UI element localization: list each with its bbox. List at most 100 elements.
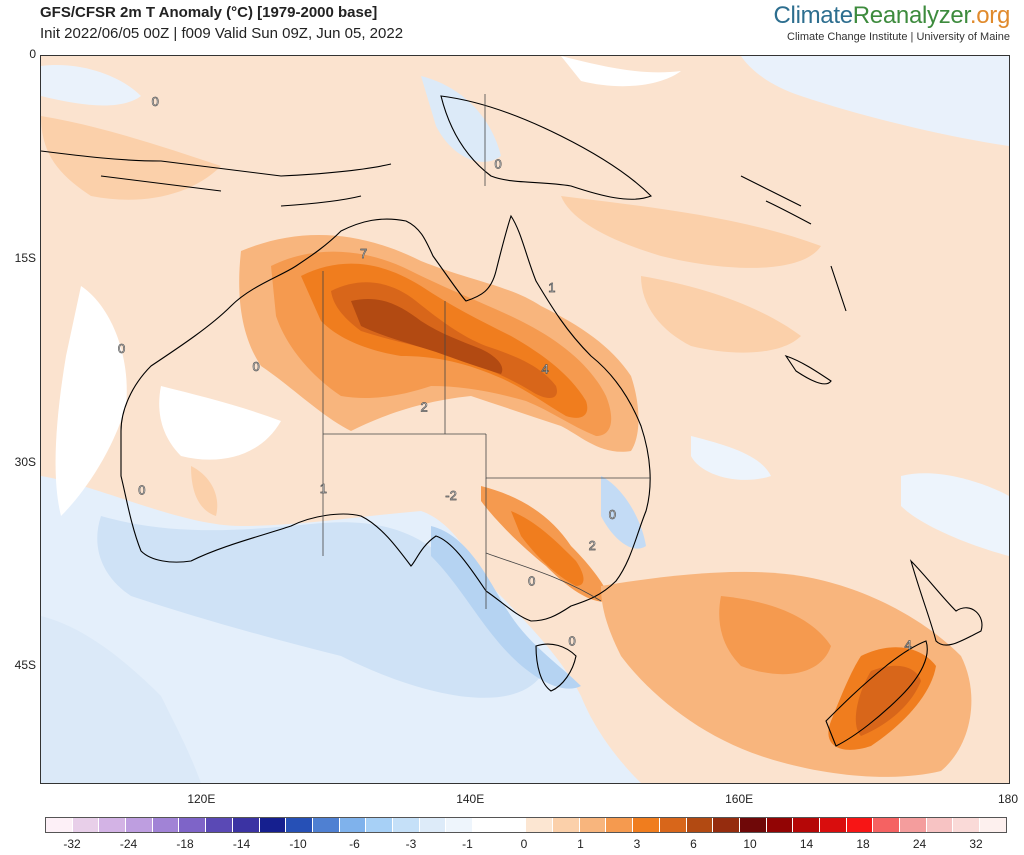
colorbar-swatch [926, 818, 954, 832]
colorbar-swatch [686, 818, 714, 832]
colorbar-swatch [72, 818, 100, 832]
brand-logo[interactable]: ClimateReanalyzer.org [774, 2, 1011, 30]
colorbar-tick-label: 10 [743, 837, 757, 851]
tasmania-coastline [535, 643, 577, 692]
colorbar-swatch [126, 818, 153, 832]
colorbar-swatch [232, 818, 260, 832]
colorbar-swatch [980, 818, 1006, 832]
contour-label: 0 [528, 574, 535, 589]
colorbar-swatch [553, 818, 580, 832]
colorbar-swatch [793, 818, 820, 832]
colorbar-swatch [846, 818, 874, 832]
colorbar-swatch [473, 818, 500, 832]
colorbar-tick-label: -32 [63, 837, 81, 851]
longitude-label: 120E [187, 792, 216, 806]
colorbar-swatch [739, 818, 767, 832]
colorbar-tick-label: 3 [633, 837, 641, 851]
colorbar-swatch [446, 818, 473, 832]
contour-label: 0 [568, 633, 575, 648]
contour-label: 2 [421, 400, 428, 415]
colorbar-swatch [419, 818, 447, 832]
contour-label: 1 [320, 481, 327, 496]
colorbar-swatch [579, 818, 607, 832]
colorbar-tick-label: -6 [349, 837, 360, 851]
contour-label: 0 [494, 156, 501, 171]
contour-label: 4 [905, 637, 912, 652]
solomon-islands-coastline [740, 175, 812, 225]
colorbar-swatch [766, 818, 794, 832]
warm-anomaly-shading [41, 116, 972, 777]
new-guinea-coastline [440, 95, 652, 200]
coastlines [41, 95, 983, 747]
new-zealand-south-coastline [825, 640, 928, 747]
longitude-label: 140E [456, 792, 485, 806]
colorbar-tick-label: -3 [405, 837, 417, 851]
colorbar-swatch [819, 818, 847, 832]
longitude-label: 180 [997, 792, 1019, 806]
brand-logo-part2: Reanalyzer [852, 2, 970, 29]
map-title: GFS/CFSR 2m T Anomaly (°C) [1979-2000 ba… [40, 4, 378, 21]
australia-coastline [120, 214, 651, 622]
colorbar-swatch [873, 818, 900, 832]
latitude-label: 45S [14, 658, 36, 673]
colorbar-tick-label: 1 [577, 837, 584, 851]
colorbar-tick-label: -18 [176, 837, 194, 851]
timor-coastline [280, 195, 362, 207]
latitude-label: 0 [29, 47, 36, 61]
vanuatu-coastline [830, 265, 847, 312]
brand-subtitle: Climate Change Institute | University of… [787, 31, 1010, 43]
new-zealand-north-coastline [909, 559, 983, 646]
colorbar-swatch [152, 818, 180, 832]
colorbar-tick-label: -24 [119, 837, 138, 851]
colorbar-swatch [179, 818, 207, 832]
colorbar-tick-label: 32 [969, 837, 983, 851]
cool-anomaly-shading [41, 56, 1009, 783]
anomaly-map: 0 0 7 1 0 0 4 2 0 1 -2 0 2 0 0 4 [40, 55, 1010, 784]
colorbar-tick-label: 18 [856, 837, 870, 851]
colorbar-swatch [366, 818, 393, 832]
colorbar-swatch [312, 818, 340, 832]
colorbar-swatch [392, 818, 420, 832]
colorbar-swatch [206, 818, 233, 832]
contour-label: 0 [138, 482, 145, 497]
colorbar-swatch [606, 818, 634, 832]
colorbar-swatch [499, 818, 527, 832]
colorbar-tick-label: 0 [520, 837, 528, 851]
colorbar-tick-label: 6 [690, 837, 697, 851]
colorbar-tick-label: 14 [799, 837, 814, 851]
contour-label: 2 [589, 538, 596, 553]
contour-label: 0 [118, 341, 125, 356]
colorbar-swatch [339, 818, 367, 832]
colorbar-swatch [953, 818, 981, 832]
colorbar [45, 817, 1007, 833]
colorbar-swatch [659, 818, 687, 832]
brand-logo-part3: .org [969, 2, 1010, 29]
colorbar-tick-label: 24 [912, 837, 927, 851]
colorbar-swatch [46, 818, 73, 832]
colorbar-swatch [259, 818, 287, 832]
contour-label: 1 [548, 280, 555, 295]
indonesia-coastline [41, 150, 392, 192]
colorbar-tick-label: -1 [462, 837, 473, 851]
new-caledonia-coastline [784, 354, 832, 385]
latitude-label: 30S [14, 454, 36, 469]
colorbar-swatch [633, 818, 660, 832]
state-borders [322, 94, 651, 609]
brand-logo-part1: Climate [773, 2, 854, 29]
contour-label: 7 [360, 246, 367, 261]
map-subtitle: Init 2022/06/05 00Z | f009 Valid Sun 09Z… [40, 25, 404, 42]
nsw-vic-border [485, 552, 602, 602]
colorbar-swatch [900, 818, 927, 832]
colorbar-swatch [713, 818, 740, 832]
contour-label: 0 [152, 94, 159, 109]
colorbar-tick-label: -10 [289, 837, 307, 851]
longitude-label: 160E [725, 792, 754, 806]
latitude-label: 15S [14, 250, 36, 265]
anomaly-map-svg: 0 0 7 1 0 0 4 2 0 1 -2 0 2 0 0 4 [41, 56, 1009, 783]
contour-label: 0 [609, 507, 616, 522]
colorbar-swatch [286, 818, 313, 832]
colorbar-tick-label: -14 [232, 837, 251, 851]
colorbar-swatch [526, 818, 554, 832]
colorbar-swatch [99, 818, 127, 832]
contour-labels: 0 0 7 1 0 0 4 2 0 1 -2 0 2 0 0 4 [118, 93, 912, 652]
